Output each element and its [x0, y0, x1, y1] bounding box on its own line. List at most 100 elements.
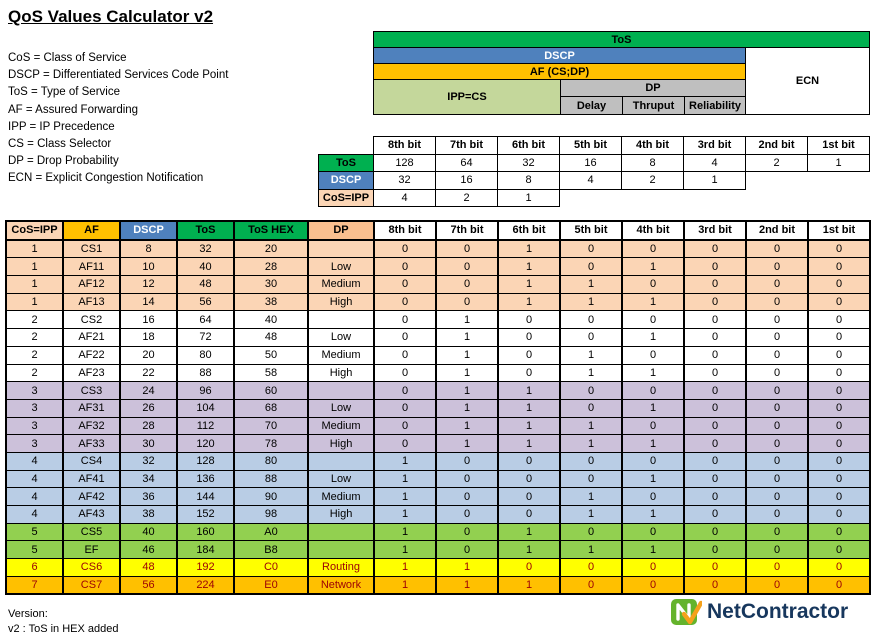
- column-header: 6th bit: [498, 221, 560, 240]
- bit-value-cell: 0: [746, 293, 808, 311]
- bit-value-cell: 0: [498, 364, 560, 382]
- bit-value-cell: 0: [560, 382, 622, 400]
- version-block: Version: v2 : ToS in HEX added: [8, 607, 118, 636]
- cos-ipp-cell: 3: [6, 382, 63, 400]
- bit-weight-cell: 8: [622, 154, 684, 172]
- af-class-cell: AF23: [63, 364, 120, 382]
- netcontractor-logo: NetContractor: [670, 598, 848, 626]
- bit-value-cell: 0: [746, 541, 808, 559]
- bit-value-cell: 0: [560, 452, 622, 470]
- bit-value-cell: 0: [560, 523, 622, 541]
- bit-value-cell: 0: [808, 559, 870, 577]
- cos-ipp-cell: 1: [6, 258, 63, 276]
- bit-value-cell: 0: [560, 399, 622, 417]
- bit-value-cell: 0: [808, 364, 870, 382]
- bit-value-cell: 0: [560, 576, 622, 594]
- page-title: QoS Values Calculator v2: [8, 7, 213, 27]
- tos-cell: 56: [177, 293, 234, 311]
- bit-value-cell: 1: [498, 240, 560, 258]
- tos-cell: 40: [177, 258, 234, 276]
- bit-value-cell: 0: [622, 417, 684, 435]
- bit-value-cell: 0: [746, 452, 808, 470]
- af-class-cell: AF32: [63, 417, 120, 435]
- bit-value-cell: 0: [746, 470, 808, 488]
- bit-value-cell: 1: [560, 293, 622, 311]
- bit-header: 2nd bit: [746, 137, 808, 155]
- af-class-cell: AF21: [63, 329, 120, 347]
- bit-value-cell: 1: [498, 417, 560, 435]
- dp-cell: Medium: [308, 346, 374, 364]
- bit-value-cell: 0: [436, 240, 498, 258]
- bit-value-cell: 0: [622, 488, 684, 506]
- legend-item: ECN = Explicit Congestion Notification: [8, 170, 228, 187]
- netcontractor-logo-icon: [670, 598, 702, 626]
- tos-hex-cell: 70: [234, 417, 308, 435]
- empty-cell: [808, 189, 870, 207]
- tos-cell: 152: [177, 506, 234, 524]
- dscp-cell: 22: [120, 364, 177, 382]
- bit-value-cell: 0: [746, 364, 808, 382]
- bit-value-cell: 1: [436, 329, 498, 347]
- bit-value-cell: 0: [374, 435, 436, 453]
- bit-row-label: CoS=IPP: [319, 189, 374, 207]
- bit-value-cell: 1: [498, 399, 560, 417]
- dp-cell: Medium: [308, 276, 374, 294]
- tos-cell: 64: [177, 311, 234, 329]
- bit-value-cell: 1: [560, 435, 622, 453]
- tos-hex-cell: B8: [234, 541, 308, 559]
- bit-value-cell: 1: [622, 399, 684, 417]
- column-header: 4th bit: [622, 221, 684, 240]
- tos-cell: 120: [177, 435, 234, 453]
- cos-ipp-cell: 5: [6, 523, 63, 541]
- bit-value-cell: 0: [808, 541, 870, 559]
- bit-header: 7th bit: [436, 137, 498, 155]
- bit-value-cell: 1: [436, 559, 498, 577]
- empty-cell: [622, 189, 684, 207]
- bit-value-cell: 1: [560, 346, 622, 364]
- bit-value-cell: 0: [560, 329, 622, 347]
- bit-weight-cell: 8: [498, 172, 560, 190]
- bit-value-cell: 0: [746, 311, 808, 329]
- tos-bar: ToS: [373, 31, 870, 48]
- column-header: DP: [308, 221, 374, 240]
- dp-cell: Low: [308, 258, 374, 276]
- tos-hex-cell: 98: [234, 506, 308, 524]
- bit-value-cell: 0: [808, 488, 870, 506]
- bit-value-cell: 0: [808, 293, 870, 311]
- dscp-cell: 46: [120, 541, 177, 559]
- bit-value-cell: 0: [374, 364, 436, 382]
- tos-cell: 96: [177, 382, 234, 400]
- column-header: DSCP: [120, 221, 177, 240]
- bit-weight-cell: 4: [684, 154, 746, 172]
- dscp-cell: 56: [120, 576, 177, 594]
- bit-value-cell: 0: [622, 311, 684, 329]
- bit-value-cell: 1: [374, 523, 436, 541]
- bit-value-cell: 0: [622, 576, 684, 594]
- column-header: 3rd bit: [684, 221, 746, 240]
- bit-value-cell: 0: [746, 276, 808, 294]
- tos-hex-cell: 60: [234, 382, 308, 400]
- bit-value-cell: 0: [374, 293, 436, 311]
- column-header: 8th bit: [374, 221, 436, 240]
- bit-value-cell: 1: [622, 258, 684, 276]
- bit-value-cell: 0: [436, 523, 498, 541]
- cos-ipp-cell: 7: [6, 576, 63, 594]
- tos-hex-cell: 20: [234, 240, 308, 258]
- dp-cell: Medium: [308, 417, 374, 435]
- bit-weight-cell: 64: [436, 154, 498, 172]
- bit-value-cell: 0: [498, 506, 560, 524]
- bit-value-cell: 0: [808, 382, 870, 400]
- bit-value-cell: 1: [436, 382, 498, 400]
- bit-value-cell: 0: [684, 311, 746, 329]
- bit-value-cell: 1: [436, 399, 498, 417]
- dscp-cell: 26: [120, 399, 177, 417]
- bit-value-cell: 0: [808, 452, 870, 470]
- tos-hex-cell: 88: [234, 470, 308, 488]
- tos-hex-cell: E0: [234, 576, 308, 594]
- bit-value-cell: 0: [808, 399, 870, 417]
- bit-value-cell: 1: [498, 523, 560, 541]
- dp-header-cell: DP: [560, 79, 746, 97]
